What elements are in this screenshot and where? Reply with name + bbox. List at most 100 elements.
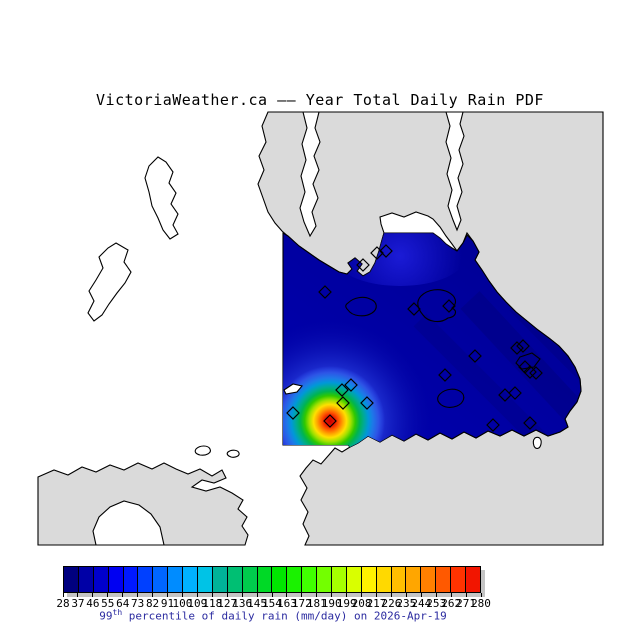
station-marker (510, 341, 524, 355)
station-marker (486, 418, 500, 432)
colorbar-tick (181, 593, 183, 597)
colorbar-tick-label: 91 (160, 597, 175, 610)
colorbar-cell (451, 567, 466, 592)
station-marker (442, 299, 456, 313)
station-marker (360, 396, 374, 410)
colorbar-tick (390, 593, 392, 597)
colorbar-tick (241, 593, 243, 597)
colorbar-cell (108, 567, 123, 592)
colorbar-tick-label: 73 (131, 597, 145, 610)
colorbar-tick (137, 593, 139, 597)
colorbar-tick-label: 280 (471, 597, 491, 610)
colorbar-tick-label: 46 (86, 597, 100, 610)
station-marker (335, 383, 349, 397)
island-outline (283, 383, 304, 395)
colorbar-tick (346, 593, 348, 597)
colorbar-tick-label: 55 (101, 597, 115, 610)
colorbar-tick-label: 136 (232, 597, 253, 610)
colorbar-tick (361, 593, 363, 597)
caption-superscript: th (112, 608, 123, 617)
colorbar-tick (122, 593, 124, 597)
colorbar-cell (242, 567, 257, 592)
colorbar-tick-label: 181 (306, 597, 327, 610)
caption-base: 99 (99, 609, 113, 623)
island-outline (226, 449, 240, 458)
colorbar-tick-label: 244 (411, 597, 432, 610)
colorbar-caption: 99th percentile of daily rain (mm/day) o… (0, 608, 546, 623)
station-marker (370, 246, 384, 260)
island-outline (417, 289, 457, 323)
station-marker (407, 302, 421, 316)
colorbar-cell (64, 567, 78, 592)
colorbar-tick-label: 271 (456, 597, 476, 610)
colorbar-cell (346, 567, 361, 592)
colorbar-cell (436, 567, 451, 592)
colorbar-tick-label: 100 (172, 597, 193, 610)
colorbar-tick (331, 593, 333, 597)
colorbar-tick (77, 593, 79, 597)
station-marker (523, 365, 537, 379)
colorbar-tick-label: 109 (187, 597, 208, 610)
colorbar-tick-label: 172 (291, 597, 312, 610)
colorbar-tick (435, 593, 437, 597)
colorbar-cell (168, 567, 183, 592)
colorbar-cell (257, 567, 272, 592)
colorbar-tick-label: 235 (396, 597, 417, 610)
colorbar-tick-label: 163 (276, 597, 297, 610)
colorbar-cell (183, 567, 198, 592)
colorbar-tick (271, 593, 273, 597)
colorbar-tick (316, 593, 318, 597)
caption-rest: percentile of daily rain (mm/day) on 202… (122, 609, 447, 623)
colorbar-cell (138, 567, 153, 592)
island-outline (532, 436, 542, 449)
colorbar-cell (287, 567, 302, 592)
colorbar-tick (480, 593, 482, 597)
page-title: VictoriaWeather.ca –– Year Total Daily R… (96, 91, 544, 109)
colorbar-tick (465, 593, 467, 597)
colorbar-cell (406, 567, 421, 592)
colorbar-tick (211, 593, 213, 597)
station-markers (286, 244, 543, 432)
colorbar-tick (405, 593, 407, 597)
colorbar-tick (420, 593, 422, 597)
station-marker (523, 416, 537, 430)
rain-hotspot (283, 366, 385, 447)
bay-inlet (92, 500, 165, 546)
colorbar-tick (450, 593, 452, 597)
colorbar-cell (376, 567, 391, 592)
colorbar (63, 566, 481, 593)
colorbar-tick (167, 593, 168, 597)
station-marker (356, 258, 370, 272)
station-marker (323, 414, 337, 428)
colorbar-cell (198, 567, 212, 592)
colorbar-tick-label: 127 (217, 597, 238, 610)
colorbar-cell (361, 567, 376, 592)
colorbar-cell (93, 567, 108, 592)
colorbar-tick-label: 64 (116, 597, 130, 610)
island-outline (515, 352, 541, 370)
station-marker (468, 349, 482, 363)
colorbar-cell (78, 567, 93, 592)
land-south-peninsula (37, 462, 249, 546)
colorbar-tick-label: 217 (366, 597, 387, 610)
station-marker (336, 396, 350, 410)
colorbar-tick-label: 154 (262, 597, 282, 610)
colorbar-tick (62, 593, 64, 597)
colorbar-cell (123, 567, 138, 592)
colorbar-cell (332, 567, 346, 592)
colorbar-tick-label: 118 (202, 597, 223, 610)
station-marker (286, 406, 300, 420)
station-marker (318, 285, 332, 299)
colorbar-tick-label: 37 (71, 597, 85, 610)
colorbar-tick (286, 593, 288, 597)
colorbar-cell (227, 567, 242, 592)
colorbar-cell (466, 567, 480, 592)
colorbar-tick-label: 262 (441, 597, 462, 610)
colorbar-tick-label: 253 (426, 597, 447, 610)
island-outline (345, 296, 377, 317)
colorbar-tick-label: 208 (351, 597, 372, 610)
colorbar-tick-label: 199 (336, 597, 357, 610)
colorbar-cell (421, 567, 436, 592)
